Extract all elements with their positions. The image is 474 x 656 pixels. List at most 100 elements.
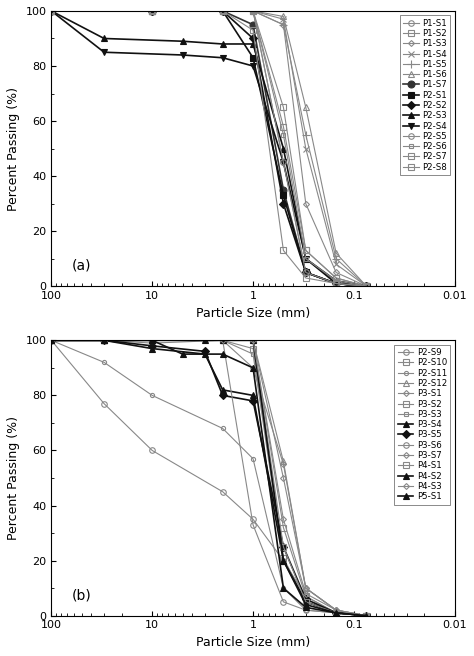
Line: P3-S4: P3-S4: [48, 337, 370, 619]
P5-S1: [364, 611, 369, 619]
P5-S1: [101, 337, 107, 344]
P3-S3: [149, 337, 155, 344]
P5-S1: [220, 350, 226, 358]
P1-S5: [364, 282, 369, 290]
P1-S3: [250, 7, 256, 15]
P3-S6: [101, 337, 107, 344]
P2-S10: [149, 337, 155, 344]
P1-S3: [149, 7, 155, 15]
P2-S1: [364, 282, 369, 290]
P1-S7: [281, 186, 286, 194]
P1-S7: [220, 7, 226, 15]
P2-S4: [220, 54, 226, 62]
Legend: P2-S9, P2-S10, P2-S11, P2-S12, P3-S1, P3-S2, P3-S3, P3-S4, P3-S5, P3-S6, P3-S7, : P2-S9, P2-S10, P2-S11, P2-S12, P3-S1, P3…: [394, 344, 450, 504]
Line: P2-S2: P2-S2: [48, 8, 369, 289]
P3-S7: [281, 461, 286, 468]
P2-S8: [250, 26, 256, 34]
P3-S4: [281, 557, 286, 565]
P3-S4: [303, 598, 309, 605]
P2-S9: [333, 609, 339, 617]
Line: P1-S3: P1-S3: [49, 9, 369, 289]
P3-S3: [48, 337, 54, 344]
Line: P2-S10: P2-S10: [48, 338, 369, 619]
P5-S1: [180, 350, 185, 358]
P2-S7: [250, 7, 256, 15]
P3-S7: [149, 337, 155, 344]
P1-S1: [364, 282, 369, 290]
P2-S12: [220, 337, 226, 344]
P2-S7: [281, 104, 286, 112]
P3-S2: [149, 337, 155, 344]
P2-S2: [220, 7, 226, 15]
P1-S7: [48, 7, 54, 15]
P2-S9: [48, 337, 54, 344]
P4-S2: [303, 601, 309, 609]
P3-S1: [333, 606, 339, 614]
P1-S1: [149, 7, 155, 15]
P3-S5: [48, 337, 54, 344]
Line: P2-S9: P2-S9: [48, 338, 369, 619]
P2-S10: [303, 598, 309, 605]
P1-S2: [281, 123, 286, 131]
P2-S10: [364, 611, 369, 619]
Y-axis label: Percent Passing (%): Percent Passing (%): [7, 87, 20, 211]
P2-S3: [281, 145, 286, 153]
P4-S1: [48, 337, 54, 344]
Line: P2-S11: P2-S11: [49, 338, 369, 618]
P2-S5: [333, 279, 339, 287]
P1-S5: [149, 7, 155, 15]
P1-S5: [250, 7, 256, 15]
P3-S6: [281, 598, 286, 605]
Text: (a): (a): [72, 258, 91, 273]
Line: P1-S7: P1-S7: [48, 7, 370, 290]
P2-S2: [48, 7, 54, 15]
P2-S4: [48, 7, 54, 15]
P3-S2: [250, 337, 256, 344]
P2-S7: [333, 274, 339, 282]
P1-S1: [303, 268, 309, 276]
P2-S5: [48, 7, 54, 15]
P2-S11: [101, 358, 107, 366]
P1-S4: [48, 7, 54, 15]
P2-S11: [48, 337, 54, 344]
P2-S12: [333, 606, 339, 614]
P3-S7: [303, 584, 309, 592]
P4-S2: [250, 337, 256, 344]
P2-S5: [281, 159, 286, 167]
P4-S3: [48, 337, 54, 344]
P4-S2: [220, 337, 226, 344]
P1-S2: [364, 282, 369, 290]
P4-S1: [149, 337, 155, 344]
P3-S2: [364, 611, 369, 619]
P3-S2: [101, 337, 107, 344]
P4-S1: [303, 598, 309, 605]
Line: P1-S4: P1-S4: [48, 7, 370, 290]
P4-S3: [220, 337, 226, 344]
Line: P3-S6: P3-S6: [48, 338, 369, 619]
P2-S9: [364, 611, 369, 619]
P3-S4: [48, 337, 54, 344]
Y-axis label: Percent Passing (%): Percent Passing (%): [7, 416, 20, 540]
P4-S1: [364, 611, 369, 619]
P4-S2: [149, 337, 155, 344]
P3-S6: [333, 609, 339, 617]
P3-S5: [149, 342, 155, 350]
P2-S4: [180, 51, 185, 59]
P1-S7: [364, 282, 369, 290]
P2-S4: [281, 159, 286, 167]
P1-S7: [250, 21, 256, 29]
P2-S11: [149, 392, 155, 400]
P3-S2: [303, 592, 309, 600]
P1-S6: [250, 7, 256, 15]
P2-S2: [281, 199, 286, 207]
P3-S1: [303, 584, 309, 592]
P3-S4: [333, 609, 339, 617]
P2-S6: [281, 131, 286, 139]
P2-S1: [48, 7, 54, 15]
P3-S5: [303, 595, 309, 603]
P2-S12: [149, 339, 155, 347]
P2-S9: [149, 447, 155, 455]
P1-S1: [48, 7, 54, 15]
P3-S5: [202, 348, 208, 356]
P2-S10: [220, 337, 226, 344]
